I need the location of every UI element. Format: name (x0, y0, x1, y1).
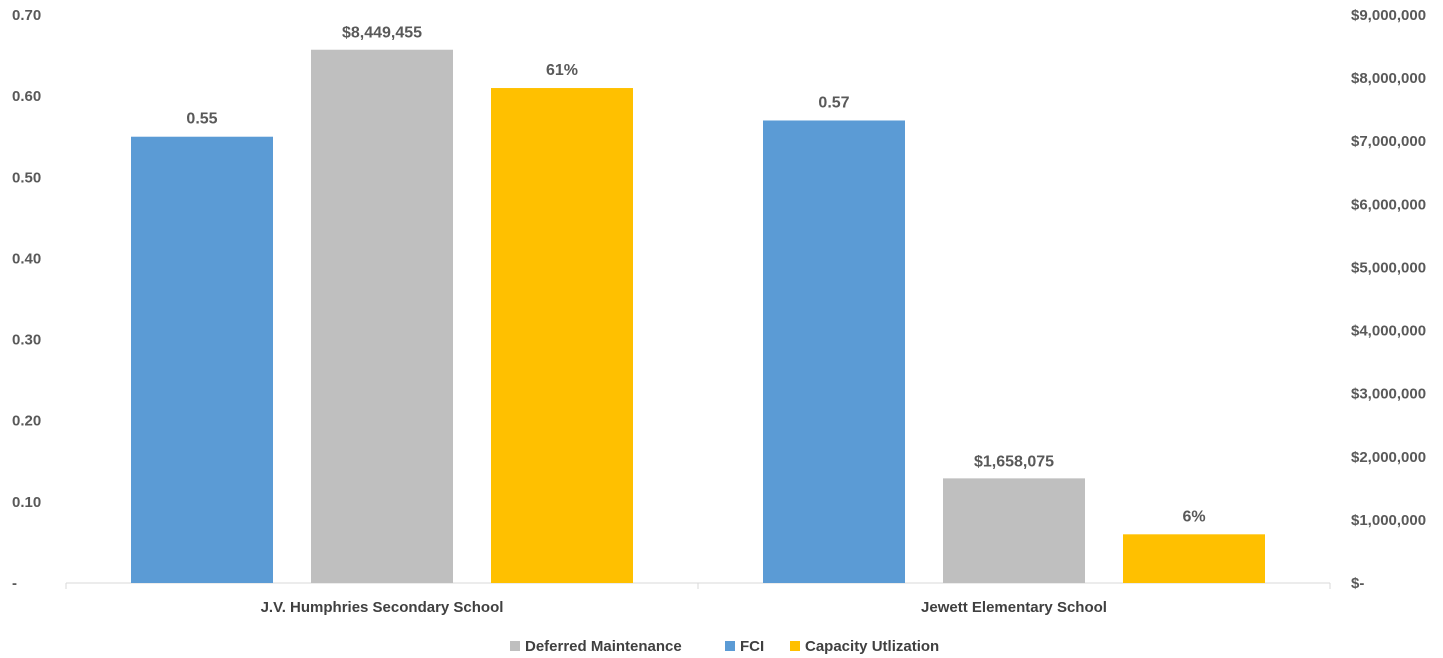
legend: Deferred Maintenance FCI Capacity Utlizati… (510, 638, 939, 655)
y-right-tick-label: $2,000,000 (1351, 449, 1426, 466)
bar-deferred-maintenance (311, 49, 453, 584)
legend-swatch-capacity-utlization (790, 641, 800, 651)
legend-label-capacity-utlization: Capacity Utlization (805, 638, 939, 655)
data-label-fci: 0.57 (818, 94, 849, 111)
y-right-tick-label: $5,000,000 (1351, 259, 1426, 276)
y-left-axis: - 0.10 0.20 0.30 0.40 0.50 0.60 0.70 (12, 7, 41, 592)
legend-swatch-fci (725, 641, 735, 651)
y-right-axis: $- $1,000,000 $2,000,000 $3,000,000 $4,000,0… (1351, 7, 1426, 592)
legend-label-fci: FCI (740, 638, 764, 655)
y-left-tick-label: 0.30 (12, 332, 41, 349)
x-category-label: J.V. Humphries Secondary School (261, 599, 504, 616)
legend-label-deferred-maintenance: Deferred Maintenance (525, 638, 682, 655)
plot-area (131, 49, 1265, 584)
y-right-tick-label: $8,000,000 (1351, 70, 1426, 87)
y-right-tick-label: $1,000,000 (1351, 512, 1426, 529)
y-left-tick-label: 0.20 (12, 413, 41, 430)
bar-capacity-utlization (491, 88, 633, 584)
bar-capacity-utlization (1123, 534, 1265, 583)
x-axis-ticks (65, 583, 1331, 589)
y-right-tick-label: $9,000,000 (1351, 7, 1426, 24)
bar-deferred-maintenance (943, 478, 1085, 583)
y-left-tick-label: - (12, 575, 17, 592)
data-label-fci: 0.55 (186, 111, 217, 128)
y-left-tick-label: 0.50 (12, 169, 41, 186)
bar-fci (131, 136, 273, 583)
y-right-tick-label: $4,000,000 (1351, 323, 1426, 340)
x-category-label: Jewett Elementary School (921, 599, 1107, 616)
data-label-capacity-utlization: 61% (546, 62, 578, 79)
y-left-tick-label: 0.40 (12, 250, 41, 267)
data-label-capacity-utlization: 6% (1182, 508, 1205, 525)
y-right-tick-label: $3,000,000 (1351, 386, 1426, 403)
bar-fci (763, 120, 905, 583)
y-left-tick-label: 0.10 (12, 494, 41, 511)
y-left-tick-label: 0.70 (12, 7, 41, 24)
x-axis: J.V. Humphries Secondary School Jewett El… (261, 599, 1107, 616)
data-label-deferred-maintenance: $8,449,455 (342, 25, 422, 42)
data-labels: $8,449,455 $1,658,075 0.55 0.57 61% 6% (186, 25, 1205, 526)
legend-swatch-deferred-maintenance (510, 641, 520, 651)
data-label-deferred-maintenance: $1,658,075 (974, 453, 1054, 470)
y-right-tick-label: $6,000,000 (1351, 196, 1426, 213)
y-right-tick-label: $- (1351, 575, 1364, 592)
y-left-tick-label: 0.60 (12, 88, 41, 105)
y-right-tick-label: $7,000,000 (1351, 133, 1426, 150)
